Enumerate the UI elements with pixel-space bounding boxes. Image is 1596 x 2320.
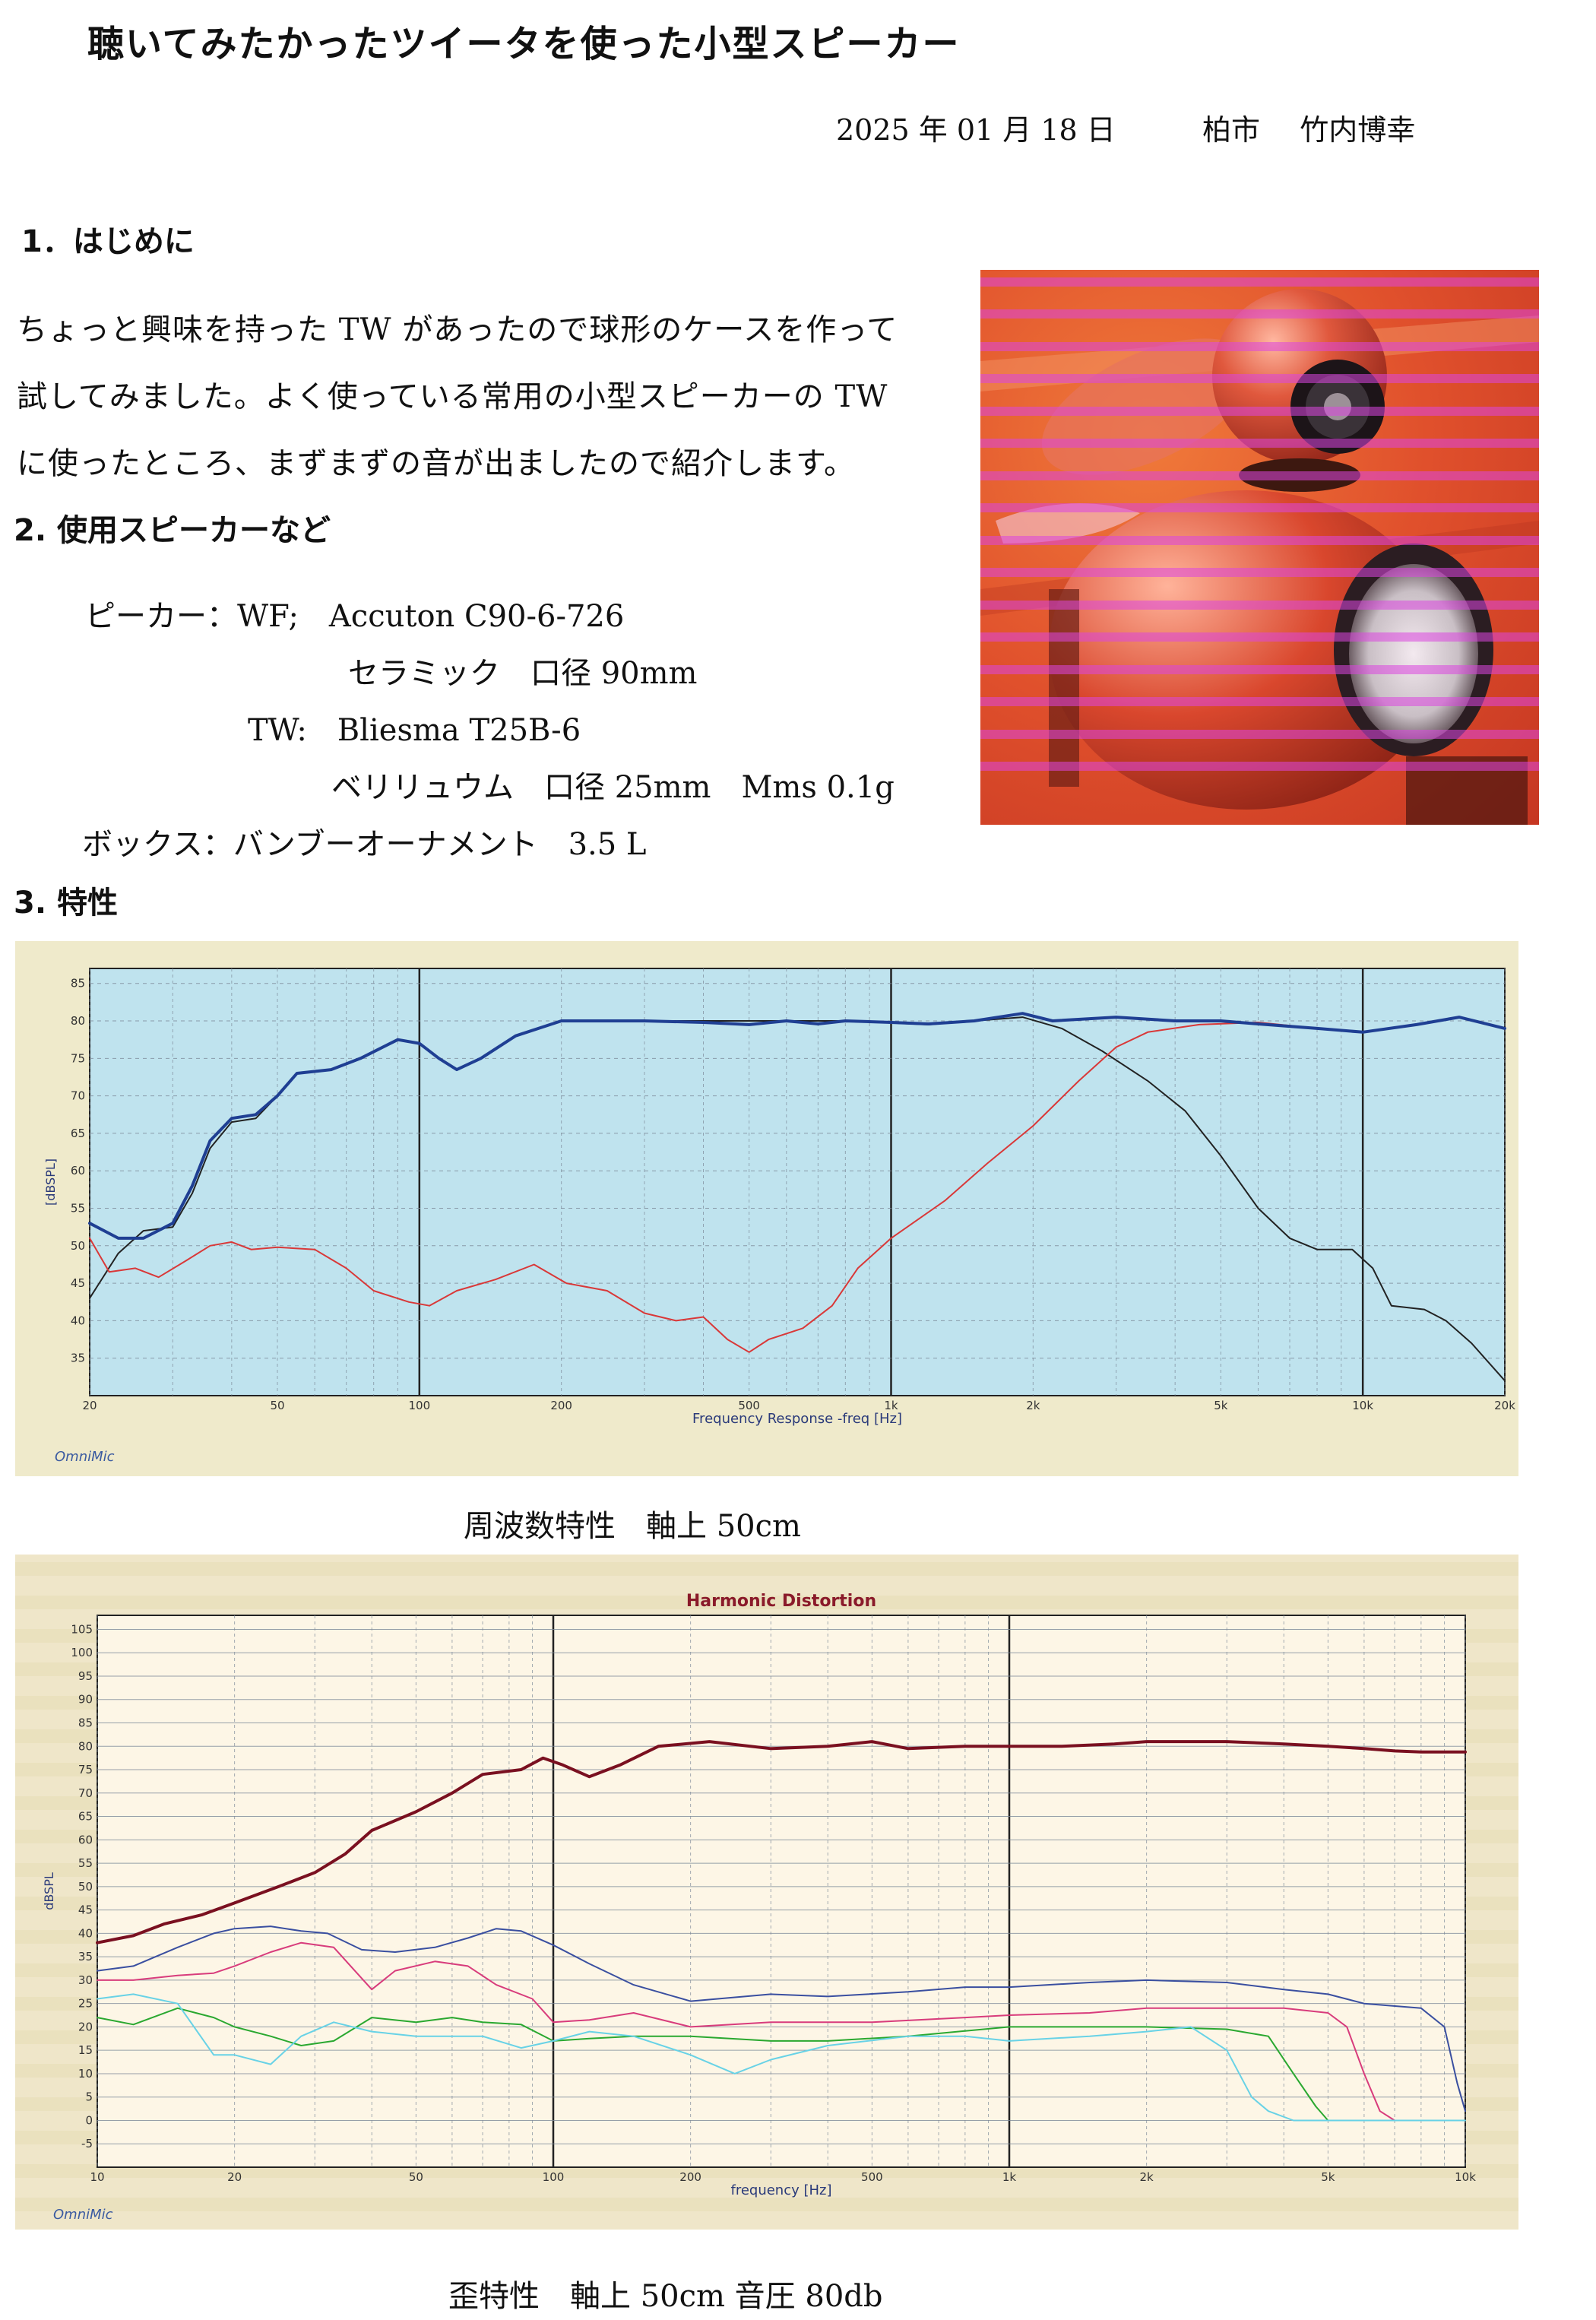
y-tick-label: 20 [78, 2020, 93, 2033]
y-tick-label: 70 [71, 1089, 85, 1103]
y-tick-label: 40 [71, 1314, 85, 1327]
section-2-heading: 2. 使用スピーカーなど [14, 513, 331, 548]
y-tick-label: 85 [71, 977, 85, 990]
body-line: ちょっと興味を持った TW があったので球形のケースを作って [17, 312, 898, 347]
byline: 2025 年 01 月 18 日 柏市 竹内博幸 [836, 106, 1415, 148]
y-tick-label: 15 [78, 2043, 93, 2057]
plot-area [97, 1615, 1466, 2168]
spec-line-box: ボックス：バンブーオーナメント 3.5 L [82, 827, 647, 862]
watermark-label: OmniMic [53, 2207, 113, 2223]
x-axis-label: Frequency Response -freq [Hz] [692, 1411, 902, 1427]
y-tick-label: 50 [78, 1880, 93, 1894]
y-axis-label: dBSPL [42, 1872, 56, 1910]
y-tick-label: 80 [71, 1014, 85, 1028]
y-tick-label: 30 [78, 1973, 93, 1987]
section-3-heading: 3. 特性 [14, 886, 118, 921]
frame-stripe [15, 2198, 1518, 2211]
y-tick-label: 45 [78, 1903, 93, 1917]
y-tick-label: 90 [78, 1693, 93, 1707]
y-tick-label: 100 [71, 1646, 93, 1659]
x-axis-label: frequency [Hz] [730, 2182, 831, 2198]
y-tick-label: 60 [78, 1833, 93, 1846]
y-tick-label: 75 [71, 1051, 85, 1065]
series-line-fundamental [96, 1740, 1467, 1944]
y-tick-label: 25 [78, 1997, 93, 2011]
frame-stripe [15, 1562, 1518, 1576]
x-tick-label: 20 [82, 1399, 97, 1412]
series-line-tweeter [89, 1016, 1506, 1353]
x-tick-label: 20k [1494, 1399, 1515, 1412]
x-tick-label: 500 [738, 1399, 760, 1412]
x-tick-label: 100 [543, 2170, 565, 2184]
speaker-photo [980, 270, 1539, 825]
y-axis-label: [dBSPL] [43, 1158, 58, 1206]
chart-title: Harmonic Distortion [686, 1592, 876, 1611]
harmonic-distortion-caption: 歪特性 軸上 50cm 音圧 80db [448, 2279, 883, 2314]
date: 2025 年 01 月 18 日 [836, 113, 1116, 147]
y-tick-label: 40 [78, 1926, 93, 1940]
y-tick-label: 60 [71, 1164, 85, 1177]
page-title: 聴いてみたかったツイータを使った小型スピーカー [87, 23, 961, 65]
x-tick-label: 500 [861, 2170, 883, 2184]
place: 柏市 [1202, 113, 1261, 147]
y-tick-label: 0 [85, 2113, 93, 2127]
watermark-label: OmniMic [55, 1449, 115, 1465]
x-tick-label: 10 [90, 2170, 104, 2184]
x-tick-label: 5k [1321, 2170, 1335, 2184]
section-1-heading: 1．はじめに [21, 224, 195, 259]
x-tick-label: 5k [1214, 1399, 1228, 1412]
x-tick-label: 50 [270, 1399, 284, 1412]
author: 竹内博幸 [1300, 113, 1416, 147]
x-tick-label: 200 [679, 2170, 701, 2184]
spec-line-woofer-detail: セラミック 口径 90mm [348, 656, 698, 691]
harmonic-distortion-chart: -5 0 5 10 15 20 25 30 35 40 45 50 55 60 65 70 75 80 85 90 95… [15, 1555, 1518, 2230]
speaker-photo-image [980, 270, 1539, 825]
y-tick-label: 45 [71, 1276, 85, 1290]
body-line: 試してみました。よく使っている常用の小型スピーカーの TW [17, 379, 888, 414]
y-tick-label: 105 [71, 1622, 93, 1636]
y-tick-label: 55 [78, 1856, 93, 1870]
spec-line-tweeter: TW: Bliesma T25B-6 [248, 713, 581, 748]
y-tick-label: 35 [71, 1352, 85, 1365]
y-tick-label: 70 [78, 1786, 93, 1800]
x-tick-label: 1k [884, 1399, 898, 1412]
y-tick-label: -5 [81, 2137, 93, 2150]
y-tick-label: 80 [78, 1739, 93, 1753]
y-tick-label: 75 [78, 1763, 93, 1776]
section-1-body: ちょっと興味を持った TW があったので球形のケースを作って 試してみました。よ… [17, 296, 952, 497]
x-tick-label: 10k [1455, 2170, 1476, 2184]
y-tick-label: 95 [78, 1669, 93, 1683]
body-line: に使ったところ、まずまずの音が出ましたので紹介します。 [17, 446, 855, 481]
x-tick-label: 1k [1002, 2170, 1017, 2184]
y-tick-label: 5 [85, 2090, 93, 2104]
x-tick-label: 20 [227, 2170, 242, 2184]
frequency-response-caption: 周波数特性 軸上 50cm [464, 1509, 801, 1544]
x-tick-label: 200 [550, 1399, 572, 1412]
series-line-combined [88, 1012, 1506, 1240]
y-tick-label: 50 [71, 1239, 85, 1253]
series-line-h3 [97, 1941, 1396, 2122]
y-tick-label: 10 [78, 2067, 93, 2081]
x-tick-label: 10k [1352, 1399, 1373, 1412]
y-tick-label: 35 [78, 1950, 93, 1963]
x-tick-label: 100 [409, 1399, 431, 1412]
y-tick-label: 85 [78, 1716, 93, 1730]
series-line-h5 [97, 1993, 1466, 2122]
spec-line-tweeter-detail: ベリリュウム 口径 25mm Mms 0.1g [331, 770, 895, 805]
series-line-h2 [97, 1925, 1466, 2112]
x-tick-label: 2k [1140, 2170, 1154, 2184]
y-tick-label: 65 [71, 1127, 85, 1140]
frequency-response-chart: 35 40 45 50 55 60 65 70 75 80 85 20 50 100 200 500 1k 2k 5… [15, 941, 1518, 1476]
spec-line-woofer: ピーカー：WF; Accuton C90-6-726 [85, 599, 625, 634]
x-tick-label: 50 [409, 2170, 423, 2184]
y-tick-label: 65 [78, 1810, 93, 1824]
frame-stripe [15, 1596, 1518, 1609]
y-tick-label: 55 [71, 1202, 85, 1215]
x-tick-label: 2k [1026, 1399, 1040, 1412]
plot-area [89, 968, 1506, 1396]
